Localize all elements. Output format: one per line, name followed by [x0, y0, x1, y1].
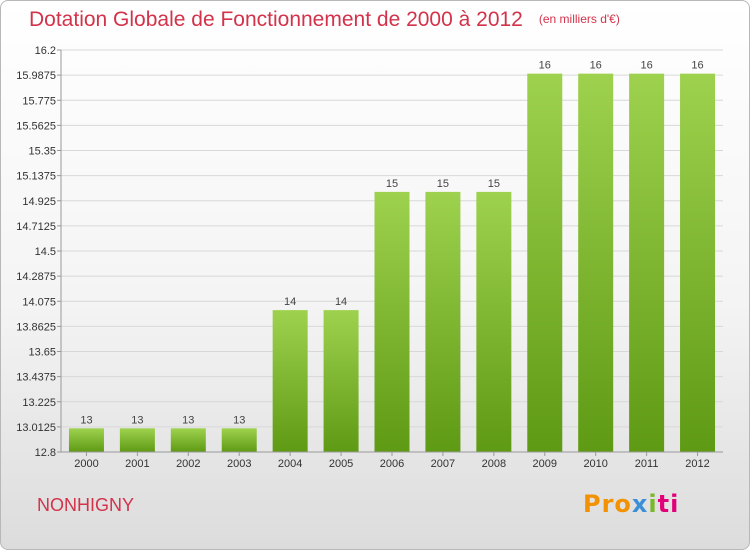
- x-tick-label: 2003: [227, 458, 251, 470]
- y-tick-label: 15.775: [22, 95, 56, 107]
- bar-2009: [527, 73, 563, 452]
- data-label: 14: [284, 296, 296, 308]
- x-tick-label: 2001: [125, 458, 149, 470]
- y-tick-label: 13.65: [28, 347, 56, 359]
- chart-title: Dotation Globale de Fonctionnement de 20…: [29, 8, 620, 32]
- logo-part-4: ti: [657, 490, 680, 518]
- x-tick-label: 2009: [533, 458, 557, 470]
- y-tick-label: 15.35: [28, 146, 56, 158]
- y-tick-label: 13.0125: [16, 422, 56, 434]
- x-tick-label: 2012: [685, 458, 709, 470]
- y-tick-label: 15.5625: [16, 120, 56, 132]
- y-tick-label: 13.225: [22, 397, 56, 409]
- bar-2003: [221, 428, 257, 452]
- bars: 13 13 13 13 14 14 15 15 15 16 16 16 16: [68, 60, 716, 452]
- x-tick-label: 2011: [635, 458, 659, 470]
- bar-2008: [476, 191, 512, 452]
- y-tick-label: 16.2: [35, 45, 56, 57]
- bar-2005: [323, 310, 359, 452]
- data-label: 15: [488, 178, 500, 190]
- y-tick-label: 14.075: [22, 296, 56, 308]
- y-tick-label: 15.9875: [16, 70, 56, 82]
- commune-name: NONHIGNY: [37, 495, 135, 515]
- data-label: 13: [131, 414, 143, 426]
- x-tick-label: 2010: [583, 458, 607, 470]
- y-tick-label: 14.925: [22, 196, 56, 208]
- bar-2006: [374, 191, 410, 452]
- x-tick-label: 2006: [380, 458, 404, 470]
- logo-part-1: Pro: [583, 490, 632, 518]
- x-tick-label: 2000: [74, 458, 98, 470]
- bar-2007: [425, 191, 461, 452]
- data-label: 14: [335, 296, 347, 308]
- bar-2004: [272, 310, 308, 452]
- x-tick-label: 2004: [278, 458, 302, 470]
- bar-2011: [629, 73, 665, 452]
- axes: 12.8 13.0125 13.225 13.4375 13.65 13.8625 14.0…: [16, 45, 723, 470]
- data-label: 16: [590, 60, 602, 72]
- y-tick-label: 13.4375: [16, 372, 56, 384]
- data-label: 13: [80, 414, 92, 426]
- y-tick-label: 14.7125: [16, 221, 56, 233]
- unit-label: (en milliers d'€): [538, 12, 620, 26]
- data-label: 13: [233, 414, 245, 426]
- y-tick-label: 15.1375: [16, 171, 56, 183]
- y-tick-label: 13.8625: [16, 321, 56, 333]
- proxiti-logo[interactable]: Proxiti: [583, 490, 679, 518]
- data-label: 16: [539, 60, 551, 72]
- data-label: 15: [386, 178, 398, 190]
- bar-2002: [170, 428, 206, 452]
- data-label: 16: [691, 60, 703, 72]
- data-label: 15: [437, 178, 449, 190]
- x-tick-label: 2008: [482, 458, 506, 470]
- x-tick-label: 2007: [431, 458, 455, 470]
- y-tick-label: 14.2875: [16, 271, 56, 283]
- logo-part-3: i: [648, 490, 658, 518]
- x-tick-label: 2002: [176, 458, 200, 470]
- bar-2000: [68, 428, 104, 452]
- logo-part-2: x: [631, 490, 649, 518]
- data-label: 16: [640, 60, 652, 72]
- y-tick-label: 14.5: [35, 246, 56, 258]
- bar-2001: [119, 428, 155, 452]
- bar-2012: [680, 73, 716, 452]
- chart-title-text: Dotation Globale de Fonctionnement de 20…: [29, 8, 523, 31]
- y-tick-label: 12.8: [35, 447, 56, 459]
- data-label: 13: [182, 414, 194, 426]
- x-tick-label: 2005: [329, 458, 353, 470]
- bar-2010: [578, 73, 614, 452]
